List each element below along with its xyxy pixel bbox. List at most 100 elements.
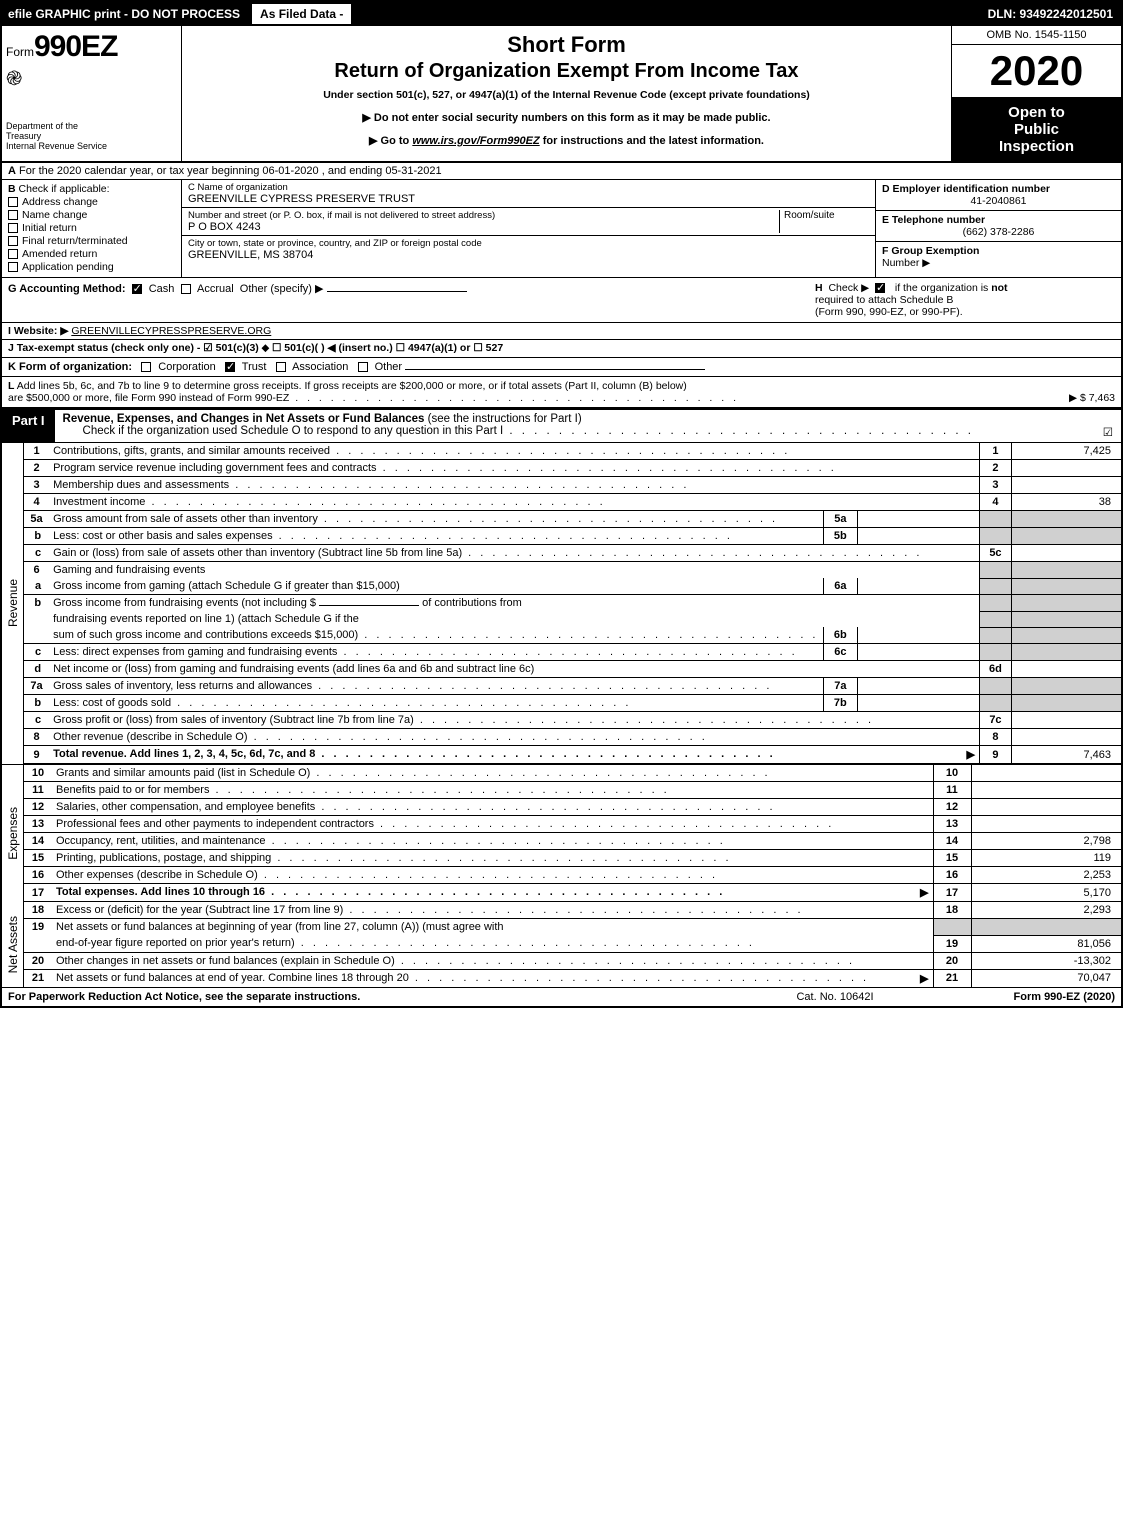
website-value[interactable]: GREENVILLECYPRESSPRESERVE.ORG [71,325,271,337]
checkbox-trust[interactable] [225,362,235,372]
line-l-text1: Add lines 5b, 6c, and 7b to line 9 to de… [17,380,687,392]
r6b-desc4: sum of such gross income and contributio… [49,627,823,644]
checkbox-association[interactable] [276,362,286,372]
r6b-num: b [24,595,49,612]
row-6a: a Gross income from gaming (attach Sched… [24,578,1121,595]
checkbox-amended-return[interactable] [8,249,18,259]
phone-value: (662) 378-2286 [882,226,1115,238]
r6b-blank[interactable] [319,605,419,606]
form-number-block: Form990EZ [6,30,177,64]
revenue-section: Revenue 1 Contributions, gifts, grants, … [2,443,1121,764]
g-other-input[interactable] [327,291,467,292]
r14-num: 14 [24,833,52,850]
r21-rn: 21 [933,969,971,987]
checkbox-accrual[interactable] [181,284,191,294]
checkbox-final-return[interactable] [8,236,18,246]
inspect-line2: Public [956,121,1117,138]
dept-line1: Department of the [6,121,177,131]
k-opt-2: Association [292,361,348,373]
r8-rn: 8 [979,729,1011,746]
line-k-label: K Form of organization: [8,361,132,373]
row-6c: c Less: direct expenses from gaming and … [24,644,1121,661]
omb-number: OMB No. 1545-1150 [952,26,1121,45]
r19-desc1: Net assets or fund balances at beginning… [52,919,933,936]
r6b2-rv-shade [1011,611,1121,627]
checkbox-address-change[interactable] [8,197,18,207]
r6c-desc: Less: direct expenses from gaming and fu… [49,644,823,661]
box-e: E Telephone number (662) 378-2286 [876,211,1121,242]
h-text4: (Form 990, 990-EZ, or 990-PF). [815,306,963,318]
line-k: K Form of organization: Corporation Trus… [2,358,1121,377]
netassets-label-text: Net Assets [4,912,22,977]
line-i: I Website: ▶ GREENVILLECYPRESSPRESERVE.O… [2,323,1121,340]
r2-rv [1011,460,1121,477]
r7b-mv [858,695,980,712]
r1-rn: 1 [979,443,1011,460]
expenses-table: 10 Grants and similar amounts paid (list… [24,765,1121,902]
line-a-text: For the 2020 calendar year, or tax year … [19,165,442,177]
form-page: efile GRAPHIC print - DO NOT PROCESS As … [0,0,1123,1008]
ein-label: D Employer identification number [882,183,1050,195]
r13-num: 13 [24,816,52,833]
checkbox-application-pending[interactable] [8,262,18,272]
revenue-side-label: Revenue [2,443,24,764]
r6b3-rn-shade [979,627,1011,644]
r20-rn: 20 [933,952,971,969]
checkbox-other-org[interactable] [358,362,368,372]
r8-desc: Other revenue (describe in Schedule O) [49,729,979,746]
r11-desc: Benefits paid to or for members [52,782,933,799]
line-l: L Add lines 5b, 6c, and 7b to line 9 to … [2,377,1121,409]
r3-rn: 3 [979,477,1011,494]
r6b3-rv-shade [1011,627,1121,644]
r17-num: 17 [24,884,52,902]
phone-label: E Telephone number [882,214,985,226]
checkbox-corporation[interactable] [141,362,151,372]
r6b-rv-shade [1011,595,1121,612]
r19-desc2: end-of-year figure reported on prior yea… [52,935,933,952]
r13-rn: 13 [933,816,971,833]
dept-line3: Internal Revenue Service [6,141,177,151]
line-g-h: G Accounting Method: Cash Accrual Other … [2,278,1121,323]
expenses-label-text: Expenses [4,803,22,864]
r1-rv: 7,425 [1011,443,1121,460]
checkbox-initial-return[interactable] [8,223,18,233]
r5a-rv-shade [1011,511,1121,528]
org-name-block: C Name of organization GREENVILLE CYPRES… [182,180,875,208]
checkbox-cash[interactable] [132,284,142,294]
row-10: 10 Grants and similar amounts paid (list… [24,765,1121,782]
r6b2-num [24,611,49,627]
r15-desc: Printing, publications, postage, and shi… [52,850,933,867]
part-1-header: Part I Revenue, Expenses, and Changes in… [2,409,1121,443]
r20-rv: -13,302 [971,952,1121,969]
r7b-desc: Less: cost of goods sold [49,695,823,712]
k-other-input[interactable] [405,369,705,370]
r9-rn: 9 [979,746,1011,764]
checkbox-name-change[interactable] [8,210,18,220]
r6c-mv [858,644,980,661]
r19b-num [24,935,52,952]
line-l-label: L [8,380,14,392]
checkbox-h-not-required[interactable] [875,283,885,293]
top-bar: efile GRAPHIC print - DO NOT PROCESS As … [2,2,1121,26]
line-g: G Accounting Method: Cash Accrual Other … [8,282,815,318]
title-goto: ▶ Go to www.irs.gov/Form990EZ for instru… [188,134,945,147]
box-f: F Group Exemption Number ▶ [876,242,1121,272]
goto-link[interactable]: www.irs.gov/Form990EZ [412,135,539,147]
header-right: OMB No. 1545-1150 2020 Open to Public In… [951,26,1121,161]
r1-desc: Contributions, gifts, grants, and simila… [49,443,979,460]
row-19-1: 19 Net assets or fund balances at beginn… [24,919,1121,936]
r5a-mv [858,511,980,528]
r2-rn: 2 [979,460,1011,477]
r16-rn: 16 [933,867,971,884]
r6b-mn: 6b [823,627,858,644]
org-name-value: GREENVILLE CYPRESS PRESERVE TRUST [188,193,869,205]
r13-rv [971,816,1121,833]
r3-num: 3 [24,477,49,494]
chk-label-4: Amended return [22,248,97,260]
chk-label-3: Final return/terminated [22,235,128,247]
r5b-rv-shade [1011,528,1121,545]
r4-num: 4 [24,494,49,511]
r11-rv [971,782,1121,799]
r7a-mv [858,678,980,695]
r17-rv: 5,170 [971,884,1121,902]
